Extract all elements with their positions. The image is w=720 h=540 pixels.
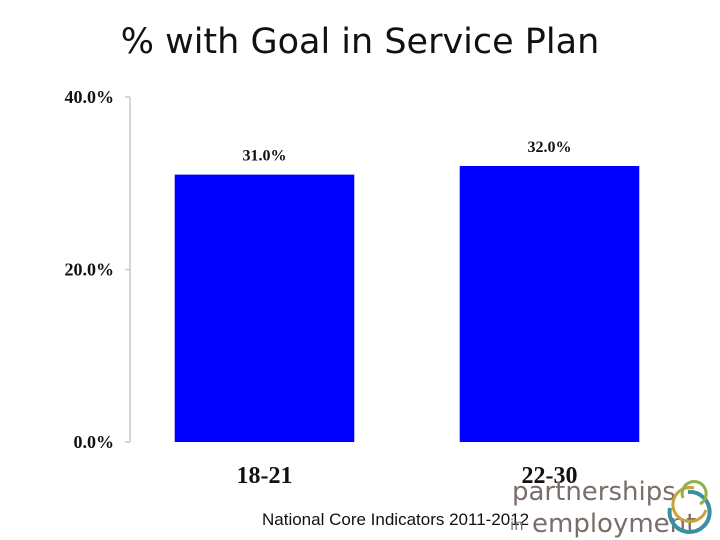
logo-text-partnerships: partnerships: [512, 477, 676, 507]
chart-labels: 31.0% 18-21 32.0% 22-30: [237, 139, 578, 489]
bar-chart: 0.0% 20.0% 40.0% 31.0% 18-21 32.0% 22-30: [65, 87, 640, 489]
chart-title: % with Goal in Service Plan: [120, 22, 600, 62]
data-label: 32.0%: [528, 139, 572, 156]
y-tick-label: 20.0%: [65, 260, 115, 280]
y-tick-label: 40.0%: [65, 87, 115, 107]
y-tick-label: 0.0%: [74, 432, 115, 452]
logo-text-in: in: [510, 516, 524, 534]
source-caption: National Core Indicators 2011-2012: [262, 510, 530, 529]
x-category-label: 18-21: [237, 463, 293, 489]
bar: [459, 166, 640, 442]
x-category-label: 22-30: [522, 463, 578, 489]
bar: [174, 174, 355, 442]
bar-series: [174, 166, 640, 442]
data-label: 31.0%: [243, 148, 287, 165]
logo-ring-icon: [667, 480, 712, 534]
partnerships-in-employment-logo: partnerships in employment: [510, 477, 712, 538]
y-axis: 0.0% 20.0% 40.0%: [65, 87, 131, 452]
